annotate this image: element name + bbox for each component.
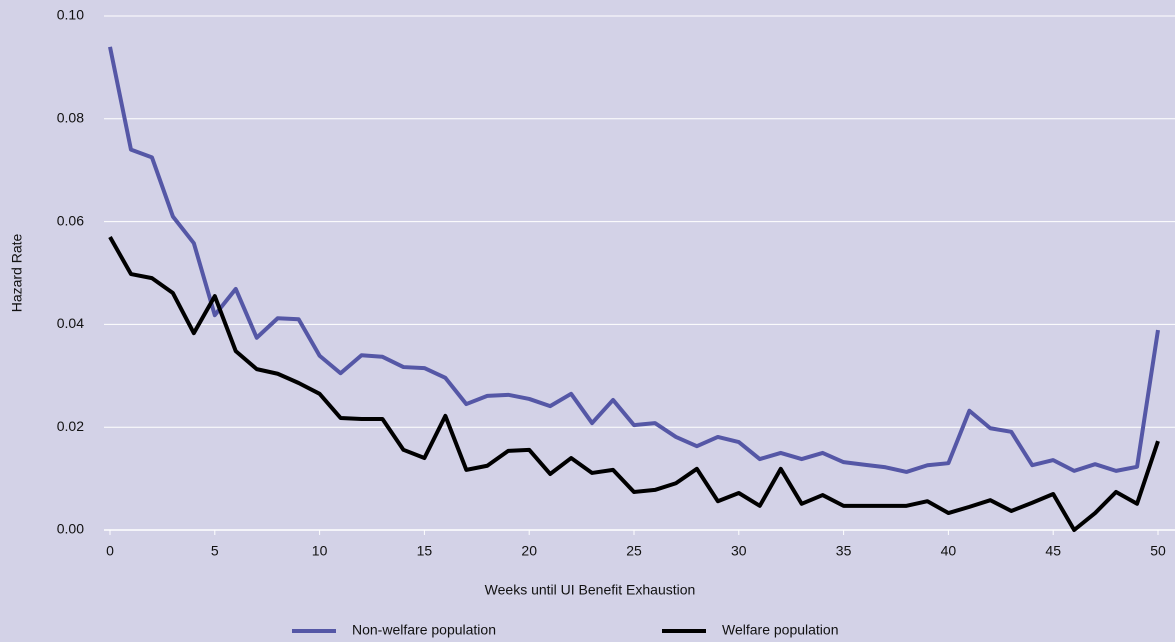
x-tick-label: 30: [731, 543, 747, 559]
y-tick-label: 0.02: [57, 418, 84, 434]
x-tick-label: 35: [836, 543, 852, 559]
x-tick-label: 15: [417, 543, 433, 559]
y-tick-label: 0.06: [57, 212, 84, 228]
x-tick-label: 25: [626, 543, 642, 559]
x-tick-label: 50: [1150, 543, 1166, 559]
x-tick-label: 5: [211, 543, 219, 559]
y-tick-label: 0.04: [57, 315, 84, 331]
x-axis-label: Weeks until UI Benefit Exhaustion: [485, 582, 696, 598]
series-line: [108, 46, 1160, 474]
y-axis-label: Hazard Rate: [9, 233, 25, 312]
legend-label: Non-welfare population: [352, 622, 496, 638]
legend-label: Welfare population: [722, 622, 838, 638]
x-tick-label: 45: [1045, 543, 1061, 559]
x-tick-label: 0: [106, 543, 114, 559]
y-tick-label: 0.00: [57, 521, 84, 537]
x-tick-label: 20: [521, 543, 537, 559]
series-line: [108, 236, 1160, 532]
x-tick-label: 10: [312, 543, 328, 559]
x-tick-label: 40: [941, 543, 957, 559]
y-tick-label: 0.10: [57, 7, 84, 23]
y-tick-label: 0.08: [57, 110, 84, 126]
